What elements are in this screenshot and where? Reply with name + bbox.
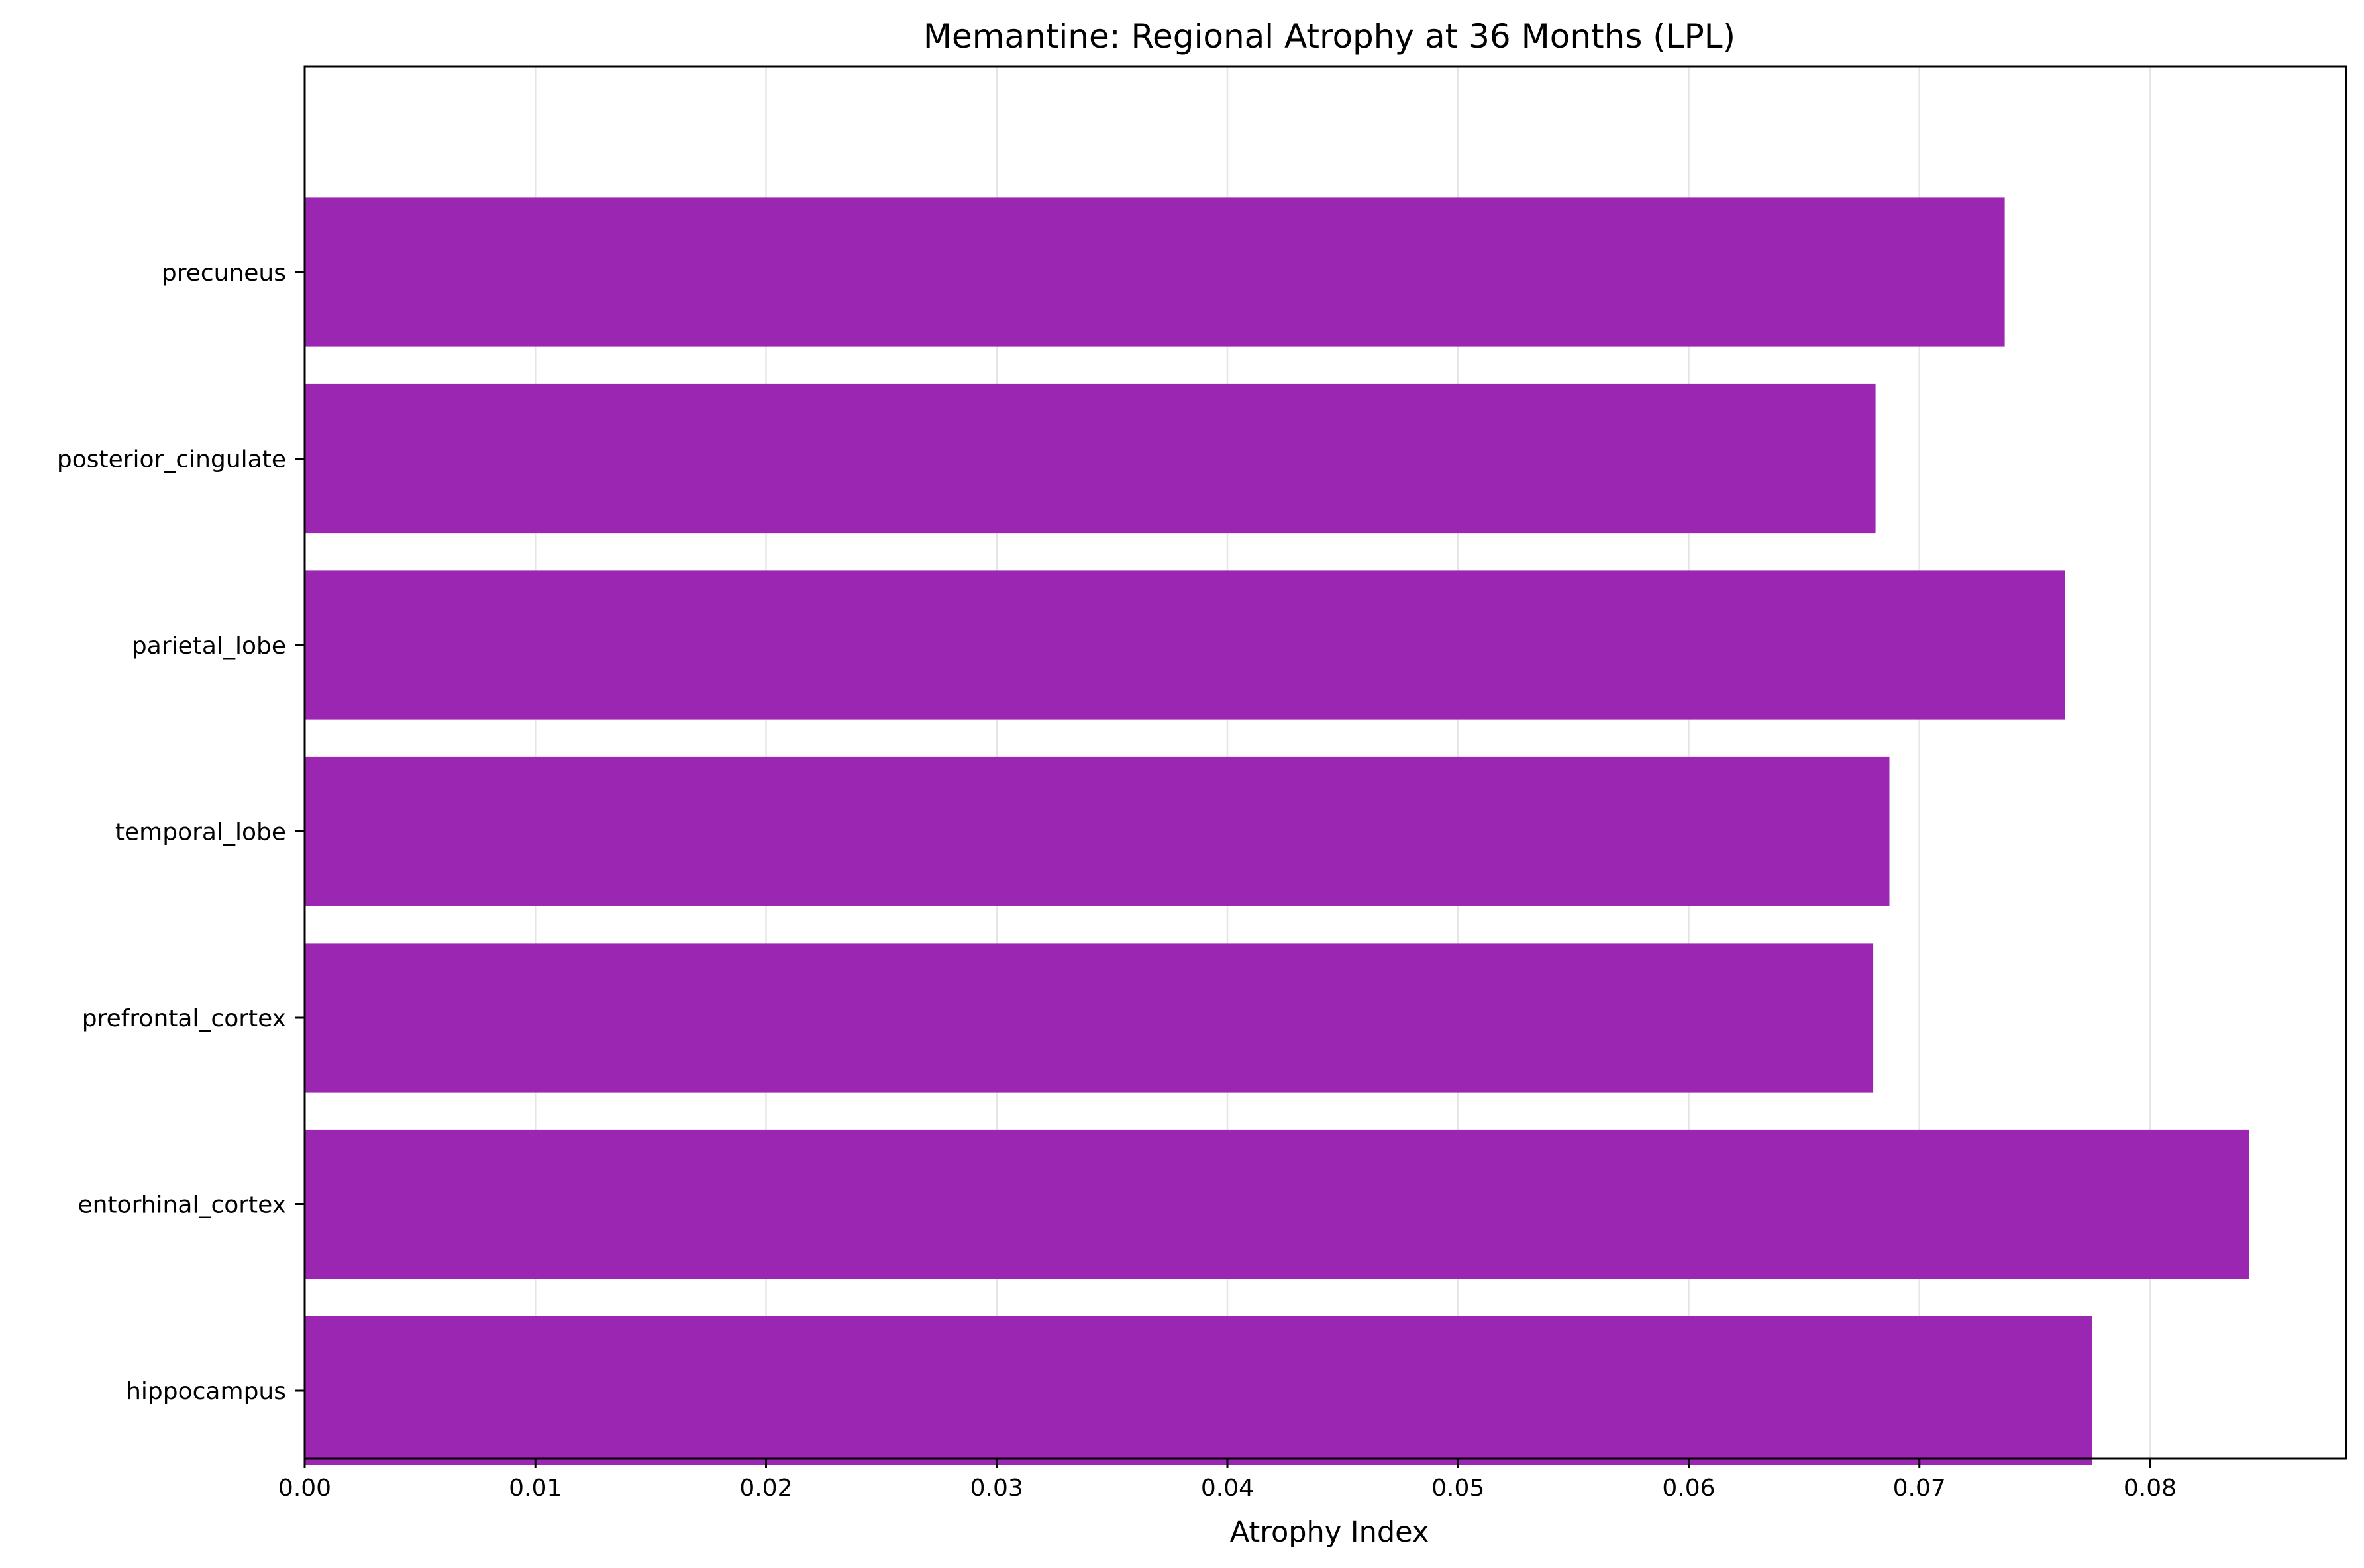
y-tick-label-parietal_lobe: parietal_lobe	[132, 632, 286, 660]
bar-precuneus	[305, 197, 2005, 347]
bar-hippocampus	[305, 1316, 2092, 1465]
y-tick-label-prefrontal_cortex: prefrontal_cortex	[82, 1005, 286, 1032]
x-tick-label: 0.01	[509, 1475, 562, 1502]
x-tick-label: 0.03	[970, 1475, 1023, 1502]
x-tick-label: 0.08	[2124, 1475, 2177, 1502]
y-tick-label-temporal_lobe: temporal_lobe	[115, 819, 286, 846]
x-tick-label: 0.06	[1662, 1475, 1715, 1502]
y-tick-label-posterior_cingulate: posterior_cingulate	[57, 446, 286, 473]
bar-entorhinal_cortex	[305, 1129, 2249, 1279]
bar-posterior_cingulate	[305, 383, 1876, 534]
x-axis-label: Atrophy Index	[1230, 1516, 1429, 1549]
x-tick-label: 0.02	[739, 1475, 792, 1502]
x-tick-label: 0.00	[278, 1475, 331, 1502]
x-tick-label: 0.04	[1201, 1475, 1254, 1502]
y-tick-label-precuneus: precuneus	[162, 260, 286, 287]
x-axis-ticks: 0.00 0.01 0.02 0.03 0.04 0.05 0.06 0.07 0.08	[278, 1459, 2177, 1502]
plot-frame	[303, 65, 2347, 1460]
bars	[305, 197, 2249, 1465]
x-tick-label: 0.07	[1893, 1475, 1946, 1502]
bar-temporal_lobe	[305, 756, 1890, 906]
chart-title: Memantine: Regional Atrophy at 36 Months…	[923, 17, 1735, 56]
bar-prefrontal_cortex	[305, 943, 1874, 1093]
y-tick-label-entorhinal_cortex: entorhinal_cortex	[77, 1192, 286, 1219]
y-tick-label-hippocampus: hippocampus	[126, 1378, 286, 1405]
y-axis-ticks: hippocampus entorhinal_cortex prefrontal_c…	[57, 260, 305, 1405]
x-tick-label: 0.05	[1431, 1475, 1484, 1502]
bar-parietal_lobe	[305, 570, 2065, 720]
